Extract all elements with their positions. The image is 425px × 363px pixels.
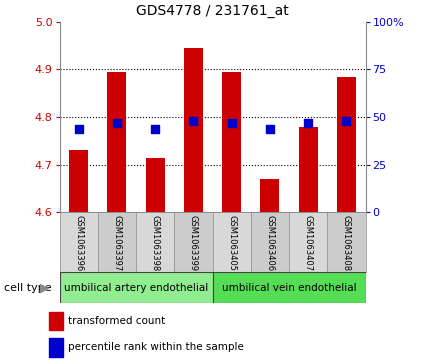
Text: GSM1063397: GSM1063397: [112, 215, 122, 271]
Text: umbilical artery endothelial: umbilical artery endothelial: [64, 283, 208, 293]
Bar: [145, 158, 164, 212]
Text: cell type: cell type: [4, 283, 52, 293]
Bar: [107, 72, 127, 212]
Bar: [260, 179, 280, 212]
Bar: [49, 312, 63, 330]
Bar: [337, 77, 356, 212]
Bar: [49, 338, 63, 357]
Title: GDS4778 / 231761_at: GDS4778 / 231761_at: [136, 4, 289, 18]
Bar: [212, 212, 251, 272]
Bar: [184, 48, 203, 212]
Text: GSM1063408: GSM1063408: [342, 215, 351, 271]
Text: GSM1063407: GSM1063407: [303, 215, 313, 271]
Bar: [327, 212, 366, 272]
Text: GSM1063406: GSM1063406: [265, 215, 275, 271]
Text: GSM1063399: GSM1063399: [189, 215, 198, 271]
Bar: [251, 212, 289, 272]
Point: [343, 118, 350, 124]
Point: [75, 126, 82, 131]
Point: [152, 126, 159, 131]
Point: [190, 118, 197, 124]
Bar: [60, 272, 212, 303]
Point: [266, 126, 273, 131]
Text: umbilical vein endothelial: umbilical vein endothelial: [222, 283, 356, 293]
Point: [113, 120, 120, 126]
Text: ▶: ▶: [40, 281, 49, 294]
Bar: [298, 127, 317, 212]
Bar: [222, 72, 241, 212]
Bar: [69, 150, 88, 212]
Bar: [174, 212, 212, 272]
Bar: [289, 212, 327, 272]
Bar: [98, 212, 136, 272]
Bar: [60, 212, 98, 272]
Text: transformed count: transformed count: [68, 316, 166, 326]
Bar: [212, 272, 366, 303]
Point: [228, 120, 235, 126]
Text: GSM1063398: GSM1063398: [150, 215, 160, 271]
Text: GSM1063396: GSM1063396: [74, 215, 83, 271]
Text: GSM1063405: GSM1063405: [227, 215, 236, 271]
Point: [305, 120, 312, 126]
Text: percentile rank within the sample: percentile rank within the sample: [68, 342, 244, 352]
Bar: [136, 212, 174, 272]
